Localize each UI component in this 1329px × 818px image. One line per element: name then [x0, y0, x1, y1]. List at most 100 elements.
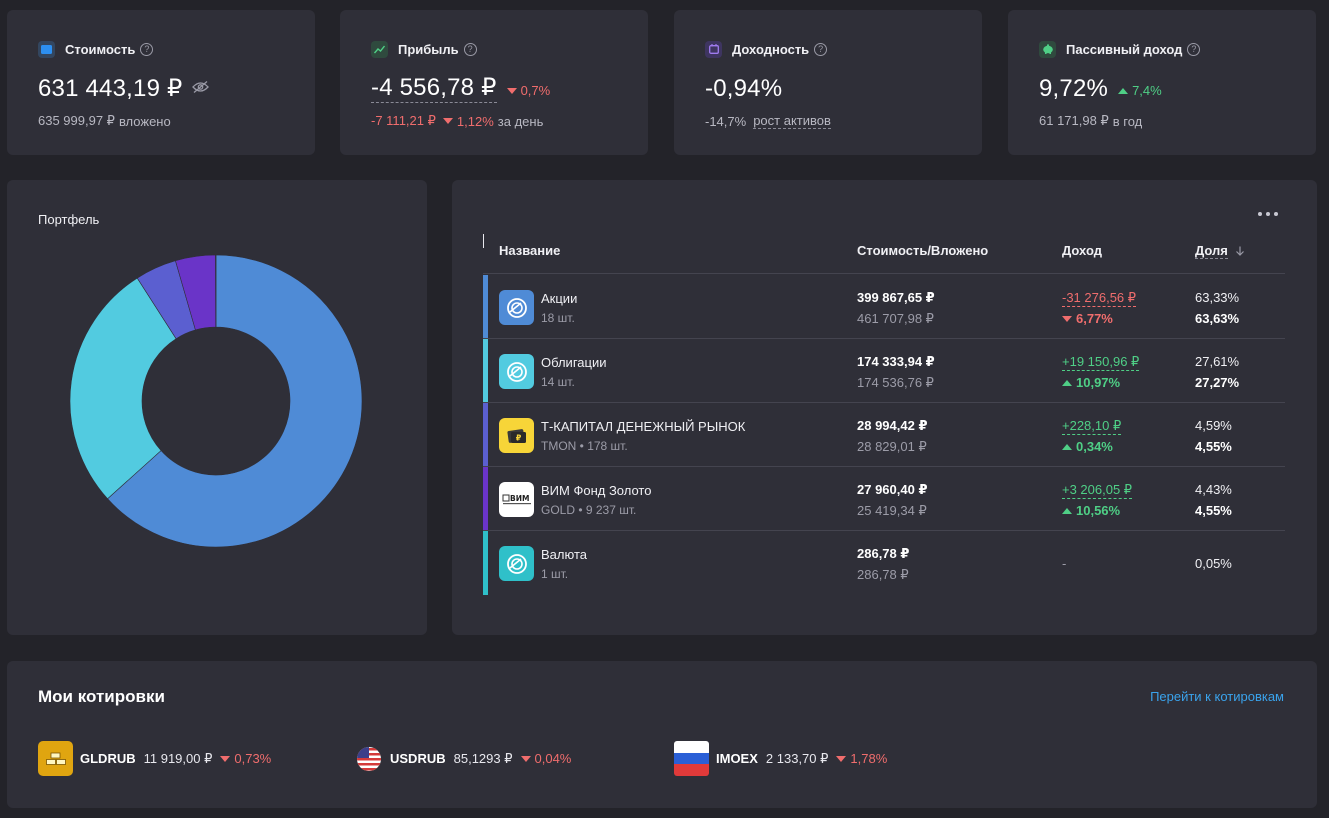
calendar-icon [705, 40, 722, 58]
quotes-card: Мои котировки Перейти к котировкам GLDRU… [7, 661, 1317, 808]
arrow-up-icon [1062, 443, 1072, 450]
go-to-quotes-link[interactable]: Перейти к котировкам [1150, 689, 1284, 704]
arrow-down-icon [506, 87, 517, 94]
asset-income[interactable]: +19 150,96 ₽ [1062, 354, 1140, 371]
vim-fund-icon: ВИМ [499, 482, 534, 517]
quote-item-gldrub[interactable]: GLDRUB 11 919,00 ₽ 0,73% [38, 741, 271, 776]
asset-share: 4,43% [1195, 482, 1232, 497]
asset-share: 4,59% [1195, 418, 1232, 433]
asset-quantity: 14 шт. [541, 375, 575, 389]
stat-card-yield: Доходность ? -0,94% -14,7% рост активов [674, 10, 982, 155]
currency-icon [499, 546, 534, 581]
table-row-currency[interactable]: Валюта 1 шт. 286,78 ₽ 286,78 ₽ - 0,05% [483, 531, 1285, 595]
table-row-bonds[interactable]: Облигации 14 шт. 174 333,94 ₽ 174 536,76… [483, 339, 1285, 403]
asset-name: Облигации [541, 355, 607, 370]
profit-change: 0,7% [506, 83, 550, 98]
quote-change: 0,73% [220, 751, 271, 766]
asset-name: Валюта [541, 547, 587, 562]
stat-label: Пассивный доход [1066, 41, 1183, 57]
quote-item-usdrub[interactable]: USDRUB 85,1293 ₽ 0,04% [355, 741, 571, 776]
yield-amount: -0,94% [705, 75, 783, 102]
stat-card-profit: Прибыль ? -4 556,78 ₽ 0,7% -7 111,21 ₽ 1… [340, 10, 648, 155]
asset-share: 27,61% [1195, 354, 1240, 369]
invested-amount: 635 999,97 ₽ [38, 113, 115, 128]
asset-quantity: GOLD • 9 237 шт. [541, 503, 637, 517]
arrow-up-icon [1062, 379, 1072, 386]
asset-income-percent: 0,34% [1062, 439, 1113, 454]
portfolio-donut-chart[interactable] [69, 254, 363, 548]
portfolio-title: Портфель [38, 212, 100, 227]
wallet-icon [38, 40, 55, 58]
more-options-icon[interactable] [1258, 208, 1278, 220]
day-label: за день [497, 113, 544, 129]
donut-slice-0[interactable] [107, 254, 363, 548]
asset-value: 27 960,40 ₽ [857, 482, 928, 497]
quote-change: 0,04% [520, 751, 571, 766]
asset-name: ВИМ Фонд Золото [541, 483, 652, 498]
stat-card-value: Стоимость ? 631 443,19 ₽ 635 999,97 ₽ вл… [7, 10, 315, 155]
help-icon[interactable]: ? [814, 42, 828, 56]
asset-value: 174 333,94 ₽ [857, 354, 935, 369]
asset-target-share: 63,63% [1195, 311, 1240, 326]
eye-hidden-icon[interactable] [192, 80, 210, 98]
arrow-up-icon [1062, 507, 1072, 514]
quote-change: 1,78% [836, 751, 887, 766]
chart-line-icon [371, 40, 388, 58]
asset-target-share: 4,55% [1195, 503, 1232, 518]
column-header-share[interactable]: Доля [1195, 243, 1245, 259]
asset-invested: 461 707,98 ₽ [857, 311, 934, 326]
stocks-icon [499, 290, 534, 325]
asset-value: 28 994,42 ₽ [857, 418, 928, 433]
asset-income[interactable]: +228,10 ₽ [1062, 418, 1122, 435]
svg-text:ВИМ: ВИМ [510, 494, 529, 503]
bonds-icon [499, 354, 534, 389]
stat-label: Стоимость [65, 41, 136, 57]
asset-value: 286,78 ₽ [857, 546, 910, 561]
day-profit-amount: -7 111,21 ₽ [371, 113, 436, 128]
column-header-name[interactable]: Название [499, 243, 561, 258]
arrow-down-icon [520, 755, 531, 762]
asset-name: Т-КАПИТАЛ ДЕНЕЖНЫЙ РЫНОК [541, 419, 746, 434]
row-color-bar [483, 275, 488, 339]
asset-growth-amount: -14,7% [705, 113, 747, 129]
quote-price: 11 919,00 ₽ [143, 750, 213, 766]
stat-label: Доходность [732, 41, 810, 57]
row-divider [483, 402, 1285, 403]
profit-amount[interactable]: -4 556,78 ₽ [371, 74, 497, 103]
column-header-income[interactable]: Доход [1062, 243, 1102, 258]
passive-income-amount: 61 171,98 ₽ [1039, 113, 1109, 128]
row-divider [483, 466, 1285, 467]
asset-income[interactable]: -31 276,56 ₽ [1062, 290, 1137, 307]
asset-income[interactable]: +3 206,05 ₽ [1062, 482, 1133, 499]
asset-invested: 286,78 ₽ [857, 567, 909, 582]
arrow-down-icon [442, 118, 453, 124]
donut-slice-1[interactable] [69, 277, 177, 500]
quotes-title: Мои котировки [38, 687, 165, 706]
table-row-gold-fund[interactable]: ВИМ ВИМ Фонд Золото GOLD • 9 237 шт. 27 … [483, 467, 1285, 531]
arrow-down-icon [1062, 315, 1072, 322]
portfolio-card: Портфель [7, 180, 427, 635]
asset-income-percent: 10,97% [1062, 375, 1120, 390]
quote-ticker: GLDRUB [80, 751, 136, 766]
us-flag-icon [355, 745, 383, 773]
asset-invested: 174 536,76 ₽ [857, 375, 934, 390]
svg-text:₽: ₽ [515, 433, 521, 442]
asset-growth-label[interactable]: рост активов [753, 113, 831, 129]
quote-price: 85,1293 ₽ [453, 750, 513, 766]
help-icon[interactable]: ? [463, 42, 477, 56]
quote-item-imoex[interactable]: IMOEX 2 133,70 ₽ 1,78% [674, 741, 887, 776]
day-profit-change: 1,12% [442, 114, 494, 129]
stat-label: Прибыль [398, 41, 459, 57]
help-icon[interactable]: ? [1187, 42, 1201, 56]
table-row-tmon[interactable]: ₽ Т-КАПИТАЛ ДЕНЕЖНЫЙ РЫНОК TMON • 178 шт… [483, 403, 1285, 467]
text-cursor [483, 234, 484, 248]
help-icon[interactable]: ? [140, 42, 154, 56]
sort-descending-icon [1235, 246, 1244, 256]
column-header-value[interactable]: Стоимость/Вложено [857, 243, 989, 258]
quote-ticker: USDRUB [390, 751, 446, 766]
quote-price: 2 133,70 ₽ [765, 750, 829, 766]
portfolio-value: 631 443,19 ₽ [38, 75, 183, 102]
holdings-table-card: Название Стоимость/Вложено Доход Доля Ак… [452, 180, 1317, 635]
table-row-stocks[interactable]: Акции 18 шт. 399 867,65 ₽ 461 707,98 ₽ -… [483, 275, 1285, 339]
passive-income-change: 7,4% [1118, 83, 1162, 98]
